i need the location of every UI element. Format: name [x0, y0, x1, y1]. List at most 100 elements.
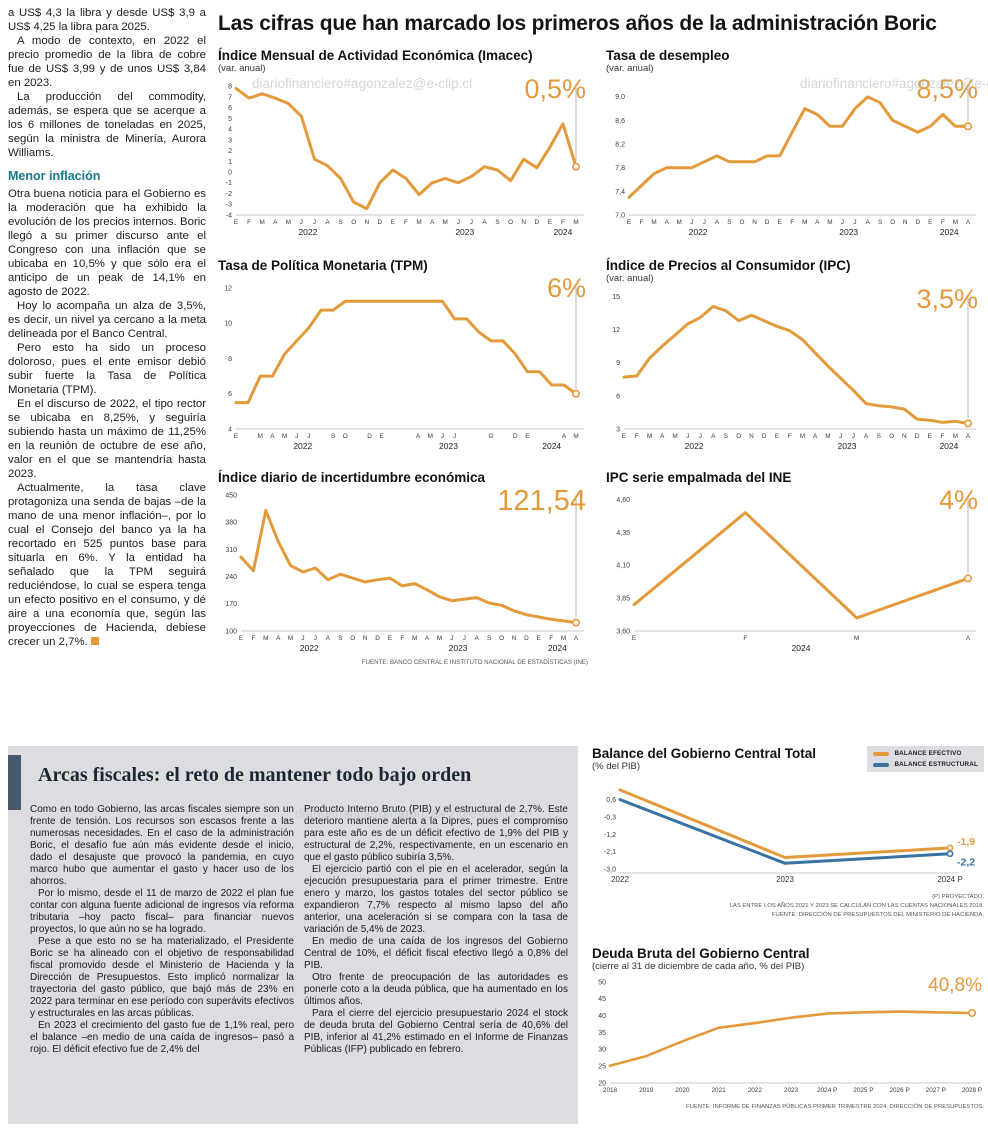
svg-text:A: A — [864, 433, 869, 440]
svg-text:2019: 2019 — [639, 1087, 654, 1094]
svg-text:M: M — [953, 433, 958, 440]
svg-text:F: F — [743, 635, 747, 642]
svg-text:A: A — [270, 433, 275, 440]
svg-text:8: 8 — [228, 356, 232, 363]
chart-canvas-incertidumbre: 450 380 310 240 170 100 E F M A M J J A S O N D E F M A M J J A S O… — [218, 487, 588, 656]
svg-text:3,85: 3,85 — [616, 596, 630, 603]
svg-text:D: D — [534, 219, 539, 226]
svg-text:-2,1: -2,1 — [604, 849, 616, 856]
svg-text:E: E — [622, 433, 626, 440]
chart-svg: 9,08,68,27,87,47,0E F M A M J J A S O N D E F M A M J J A S O… — [615, 84, 976, 237]
svg-text:E: E — [388, 635, 392, 642]
svg-text:-1,9: -1,9 — [957, 836, 975, 848]
svg-text:7: 7 — [228, 94, 232, 101]
svg-text:S: S — [331, 433, 335, 440]
svg-text:A: A — [966, 433, 971, 440]
svg-text:D: D — [765, 219, 770, 226]
svg-text:7,0: 7,0 — [615, 212, 625, 219]
svg-text:O: O — [350, 635, 355, 642]
svg-text:M: M — [827, 219, 832, 226]
chart-big-value: 121,54 — [497, 485, 586, 517]
svg-text:4: 4 — [228, 426, 232, 433]
svg-text:0: 0 — [228, 170, 232, 177]
chart-big-value: 3,5% — [916, 284, 978, 314]
left-article-column: a US$ 4,3 la libra y desde US$ 3,9 a US$… — [8, 6, 206, 649]
svg-text:2023: 2023 — [776, 875, 794, 884]
svg-text:N: N — [512, 635, 517, 642]
balance-chart-block: Balance del Gobierno Central Total (% de… — [592, 746, 984, 920]
chart-subtitle: (var. anual) — [606, 273, 654, 284]
svg-text:S: S — [724, 433, 728, 440]
svg-text:E: E — [548, 219, 552, 226]
svg-text:A: A — [865, 219, 870, 226]
chart-title: Tasa de Política Monetaria (TPM) — [218, 258, 428, 273]
svg-text:A: A — [475, 635, 480, 642]
svg-text:J: J — [300, 219, 303, 226]
svg-text:J: J — [841, 219, 844, 226]
svg-text:D: D — [915, 219, 920, 226]
svg-text:E: E — [537, 635, 541, 642]
svg-text:F: F — [941, 219, 945, 226]
chart-legend: BALANCE EFECTIVO BALANCE ESTRUCTURAL — [867, 746, 984, 772]
note-line: LAS ENTRE LOS AÑOS 2021 Y 2023 SE CALCUL… — [729, 903, 984, 910]
legend-swatch-efectivo — [873, 751, 890, 756]
svg-text:-0,3: -0,3 — [604, 814, 616, 821]
svg-text:A: A — [815, 219, 820, 226]
svg-text:E: E — [391, 219, 395, 226]
svg-text:M: M — [282, 433, 287, 440]
svg-text:J: J — [307, 433, 310, 440]
chart-imacec: Índice Mensual de Actividad Económica (I… — [218, 48, 588, 240]
fiscal-paragraph: Pese a que esto no se ha materializado, … — [30, 936, 294, 1019]
svg-text:F: F — [251, 635, 255, 642]
fiscal-paragraph: Como en todo Gobierno, las arcas fiscale… — [30, 804, 294, 887]
svg-text:2022: 2022 — [685, 441, 704, 451]
svg-text:0,6: 0,6 — [606, 797, 616, 804]
svg-text:2023: 2023 — [838, 441, 857, 451]
fiscal-paragraph: En 2023 el crecimiento del gasto fue de … — [30, 1020, 294, 1055]
svg-text:170: 170 — [225, 601, 237, 608]
section-subhead: Menor inflación — [8, 169, 101, 184]
chart-canvas-tpm: 12 10 8 6 4 E M A M J J S O D E A M J J O D E A M 2022 2023 2024 — [218, 275, 588, 454]
article-paragraph: Otra buena noticia para el Gobierno es l… — [8, 187, 206, 298]
chart-ipc-empalmada: IPC serie empalmada del INE 4% 4,60 4,35 4… — [606, 470, 980, 656]
svg-text:7,8: 7,8 — [615, 165, 625, 172]
svg-text:E: E — [928, 219, 932, 226]
svg-text:3,60: 3,60 — [616, 628, 630, 635]
svg-text:25: 25 — [598, 1064, 606, 1071]
svg-text:E: E — [525, 433, 529, 440]
svg-text:-3,0: -3,0 — [604, 867, 616, 874]
svg-text:30: 30 — [598, 1047, 606, 1054]
svg-text:4: 4 — [228, 127, 232, 134]
svg-text:N: N — [749, 433, 754, 440]
svg-text:S: S — [877, 433, 881, 440]
svg-text:O: O — [489, 433, 494, 440]
svg-text:2021: 2021 — [711, 1087, 726, 1094]
source-note: FUENTE: INFORME DE FINANZAS PÚBLICAS PRI… — [686, 1104, 984, 1110]
svg-text:M: M — [802, 219, 807, 226]
svg-text:A: A — [562, 433, 567, 440]
chart-subtitle: (% del PIB) — [592, 761, 641, 772]
svg-text:M: M — [672, 433, 677, 440]
svg-text:2023: 2023 — [784, 1087, 799, 1094]
svg-text:A: A — [966, 635, 971, 642]
svg-text:2028 P: 2028 P — [962, 1087, 982, 1094]
legend-label: BALANCE EFECTIVO — [894, 750, 962, 757]
svg-text:A: A — [574, 635, 579, 642]
svg-text:12: 12 — [224, 285, 232, 292]
svg-text:J: J — [686, 433, 689, 440]
chart-title: Índice diario de incertidumbre económica — [218, 470, 486, 485]
svg-text:380: 380 — [225, 520, 237, 527]
svg-text:20: 20 — [598, 1080, 606, 1087]
svg-text:M: M — [800, 433, 805, 440]
svg-text:N: N — [903, 219, 908, 226]
svg-text:M: M — [561, 635, 566, 642]
svg-text:D: D — [524, 635, 529, 642]
svg-text:J: J — [453, 433, 456, 440]
svg-text:A: A — [276, 635, 281, 642]
svg-text:S: S — [495, 219, 499, 226]
note-line: FUENTE: DIRECCIÓN DE PRESUPUESTOS DEL MI… — [771, 912, 984, 919]
